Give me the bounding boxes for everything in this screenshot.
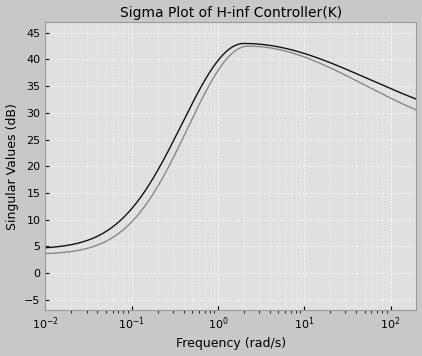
Title: Sigma Plot of H-inf Controller(K): Sigma Plot of H-inf Controller(K)	[120, 6, 342, 20]
X-axis label: Frequency (rad/s): Frequency (rad/s)	[176, 337, 286, 350]
Y-axis label: Singular Values (dB): Singular Values (dB)	[5, 103, 19, 230]
